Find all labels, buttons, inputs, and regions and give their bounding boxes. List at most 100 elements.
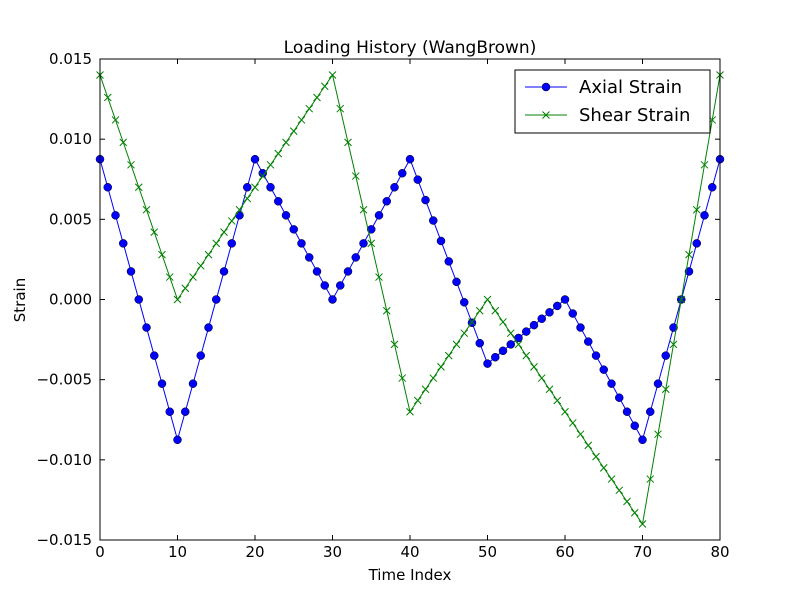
data-point <box>429 216 438 225</box>
data-point <box>243 194 252 203</box>
data-point <box>398 168 407 178</box>
legend-marker <box>541 82 551 92</box>
data-point <box>584 441 593 450</box>
data-point <box>305 104 314 113</box>
data-point <box>560 295 570 304</box>
data-point <box>568 309 577 318</box>
data-point <box>189 273 197 281</box>
data-point <box>429 374 438 382</box>
x-tick-label: 10 <box>168 543 187 561</box>
data-point <box>460 329 469 338</box>
data-point <box>243 183 252 192</box>
data-point <box>499 318 507 326</box>
data-point <box>351 253 360 262</box>
data-point <box>181 284 190 293</box>
data-point <box>483 295 492 304</box>
data-point <box>220 228 228 237</box>
data-point <box>328 71 337 79</box>
data-point <box>615 486 624 495</box>
data-point <box>530 362 538 371</box>
data-point <box>227 239 236 248</box>
data-point <box>367 239 376 248</box>
data-point <box>250 154 260 164</box>
data-point <box>165 407 174 416</box>
data-point <box>320 82 329 91</box>
data-point <box>251 183 259 192</box>
data-point <box>103 183 112 192</box>
data-point <box>204 250 213 259</box>
legend-marker <box>542 111 550 119</box>
data-point <box>537 374 546 382</box>
series-line <box>99 73 721 526</box>
x-tick-label: 70 <box>633 543 652 561</box>
data-point <box>274 149 283 158</box>
data-point <box>413 396 422 405</box>
data-point <box>421 195 430 205</box>
data-point <box>661 351 670 360</box>
data-point <box>312 267 322 276</box>
data-point <box>638 520 647 528</box>
data-point <box>289 225 298 234</box>
data-point <box>545 308 554 317</box>
data-point <box>266 183 275 192</box>
y-tick-label: −0.010 <box>36 451 92 469</box>
data-point <box>498 346 508 356</box>
data-point <box>134 183 143 192</box>
data-point <box>491 306 500 315</box>
data-point <box>475 338 484 348</box>
data-point <box>398 374 407 382</box>
data-point <box>630 508 639 517</box>
data-point <box>491 352 500 362</box>
data-point <box>196 351 205 360</box>
data-point <box>421 385 430 394</box>
data-point <box>258 172 267 180</box>
data-point <box>119 138 128 147</box>
data-point <box>452 277 461 287</box>
data-point <box>320 281 329 290</box>
data-point <box>158 250 166 259</box>
data-point <box>622 407 632 416</box>
data-point <box>475 306 484 315</box>
ticks-layer: 0 10 20 30 40 50 60 70 80 0.015 0.010 0.005 0.000 −0.… <box>36 50 729 561</box>
x-tick-label: 60 <box>555 543 574 561</box>
data-point <box>553 396 562 405</box>
data-point <box>700 160 709 169</box>
data-point <box>700 211 709 220</box>
x-tick-label: 50 <box>478 543 497 561</box>
data-point <box>258 168 267 178</box>
y-tick-label: 0.015 <box>49 50 92 68</box>
data-point <box>413 175 422 184</box>
data-point <box>297 116 306 124</box>
data-point <box>142 323 151 332</box>
data-point <box>374 211 384 220</box>
data-point <box>669 323 678 332</box>
data-point <box>553 301 562 311</box>
legend-box <box>514 69 711 134</box>
data-point <box>359 205 368 214</box>
data-point <box>537 314 546 323</box>
data-point <box>460 298 469 307</box>
data-point <box>150 351 159 360</box>
data-point <box>545 385 554 394</box>
data-point <box>196 261 205 270</box>
data-point <box>219 267 229 276</box>
data-point <box>289 127 298 136</box>
data-point <box>685 250 693 259</box>
data-point <box>266 160 275 169</box>
data-point <box>661 385 670 394</box>
data-point <box>382 197 391 206</box>
data-point <box>483 359 492 368</box>
data-point <box>437 362 445 371</box>
data-point <box>367 225 376 234</box>
data-point <box>576 323 585 332</box>
series-axial-strain <box>95 154 725 445</box>
data-point <box>669 340 678 349</box>
x-tick-label: 0 <box>95 543 105 561</box>
y-tick-label: 0.005 <box>49 210 92 228</box>
data-point <box>514 340 523 349</box>
data-point <box>561 407 569 416</box>
y-tick-label: 0.010 <box>49 130 92 148</box>
data-point <box>708 183 717 192</box>
data-point <box>336 281 345 290</box>
data-point <box>390 183 399 192</box>
